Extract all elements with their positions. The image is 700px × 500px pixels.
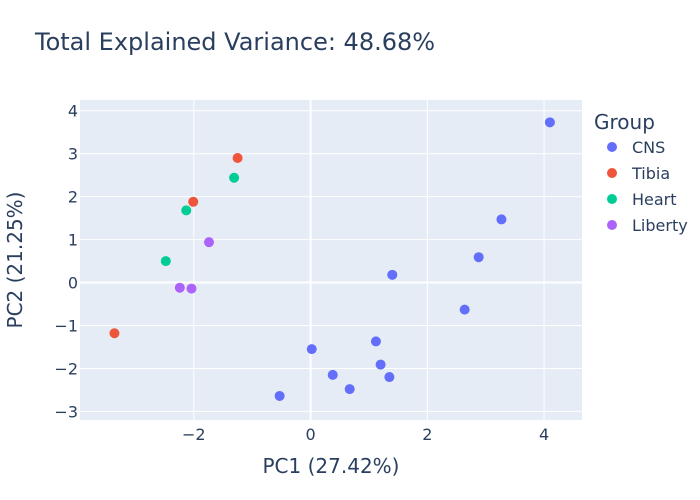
x-tick-label: 4 [539,425,549,444]
grid [80,100,582,420]
y-tick-labels: −3 −2 −1 0 1 2 3 4 [54,102,78,422]
legend-entry: CNS [632,138,665,157]
legend-marker [607,220,617,230]
y-tick-label: 4 [68,102,78,121]
legend: Group CNS Tibia Heart Liberty [594,110,688,235]
data-point [186,283,197,294]
data-point [459,304,470,315]
x-axis-title: PC1 (27.42%) [263,454,400,478]
legend-marker [607,142,617,152]
data-point [306,344,317,355]
y-tick-label: 3 [68,145,78,164]
x-tick-label: 0 [305,425,315,444]
data-point [204,237,215,248]
legend-entry: Tibia [631,164,670,183]
x-tick-label: −2 [182,425,206,444]
data-point [327,369,338,380]
y-tick-label: 1 [68,231,78,250]
data-point [160,256,171,267]
data-point [229,172,240,183]
legend-marker [607,194,617,204]
data-point [181,205,192,216]
data-point [109,328,120,339]
data-point [188,196,199,207]
data-point [274,390,285,401]
chart-title: Total Explained Variance: 48.68% [34,28,435,56]
y-tick-label: 2 [68,188,78,207]
y-tick-label: 0 [68,274,78,293]
legend-marker [607,168,617,178]
data-point [370,336,381,347]
x-tick-labels: −2 0 2 4 [182,425,549,444]
data-points [109,117,555,401]
y-tick-label: −1 [54,317,78,336]
data-point [473,252,484,263]
data-point [344,384,355,395]
y-axis-title: PC2 (21.25%) [3,192,27,329]
y-tick-label: −3 [54,402,78,421]
data-point [496,214,507,225]
data-point [387,269,398,280]
data-point [232,152,243,163]
y-tick-label: −2 [54,359,78,378]
data-point [384,372,395,383]
x-tick-label: 2 [422,425,432,444]
data-point [375,359,386,370]
legend-title: Group [594,110,655,134]
legend-entry: Heart [632,190,677,209]
data-point [544,117,555,128]
data-point [174,282,185,293]
legend-entry: Liberty [632,216,688,235]
